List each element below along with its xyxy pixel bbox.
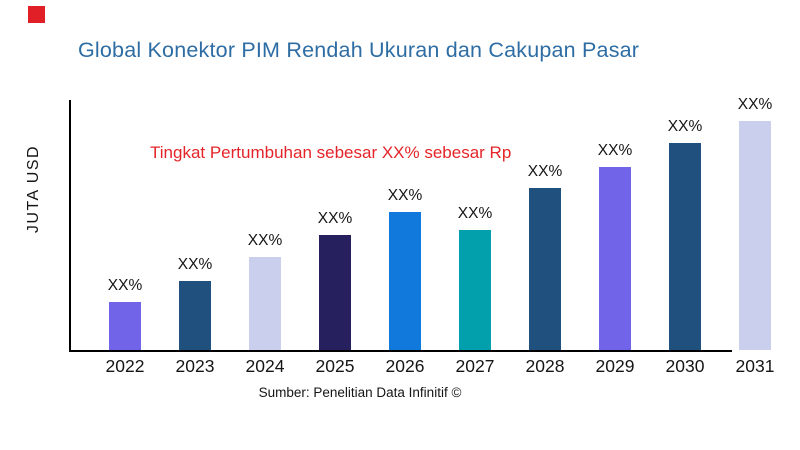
bar-value-label-2028: XX% <box>527 163 563 180</box>
bar-2028 <box>529 188 561 350</box>
bar-2031 <box>739 121 771 350</box>
bar-2023 <box>179 281 211 350</box>
x-tick-label-2026: 2026 <box>385 356 425 376</box>
bar-2030 <box>669 143 701 350</box>
y-axis-label: JUTA USD <box>25 144 42 234</box>
x-tick-label-2023: 2023 <box>175 356 215 376</box>
x-tick-label-2029: 2029 <box>595 356 635 376</box>
bar-value-label-2027: XX% <box>457 205 493 222</box>
x-tick-label-2030: 2030 <box>665 356 705 376</box>
x-tick-label-2027: 2027 <box>455 356 495 376</box>
bar-2022 <box>109 302 141 350</box>
x-tick-label-2031: 2031 <box>735 356 775 376</box>
bar-value-label-2030: XX% <box>667 118 703 135</box>
bar-value-label-2031: XX% <box>737 96 773 113</box>
y-axis-spine <box>69 100 71 352</box>
bar-2025 <box>319 235 351 350</box>
x-tick-label-2022: 2022 <box>105 356 145 376</box>
red-square-logo-mark <box>28 6 45 23</box>
growth-rate-annotation: Tingkat Pertumbuhan sebesar XX% sebesar … <box>150 143 512 162</box>
bar-value-label-2026: XX% <box>387 187 423 204</box>
bar-value-label-2022: XX% <box>107 277 143 294</box>
x-tick-label-2025: 2025 <box>315 356 355 376</box>
x-tick-label-2028: 2028 <box>525 356 565 376</box>
chart-title: Global Konektor PIM Rendah Ukuran dan Ca… <box>78 38 640 62</box>
x-axis-line <box>69 349 732 352</box>
bar-2029 <box>599 167 631 350</box>
source-note: Sumber: Penelitian Data Infinitif © <box>258 385 462 400</box>
bar-value-label-2024: XX% <box>247 232 283 249</box>
bar-2027 <box>459 230 491 350</box>
bar-value-label-2029: XX% <box>597 142 633 159</box>
bar-2024 <box>249 257 281 350</box>
bar-value-label-2025: XX% <box>317 210 353 227</box>
bar-2026 <box>389 212 421 350</box>
bar-value-label-2023: XX% <box>177 256 213 273</box>
x-tick-label-2024: 2024 <box>245 356 285 376</box>
